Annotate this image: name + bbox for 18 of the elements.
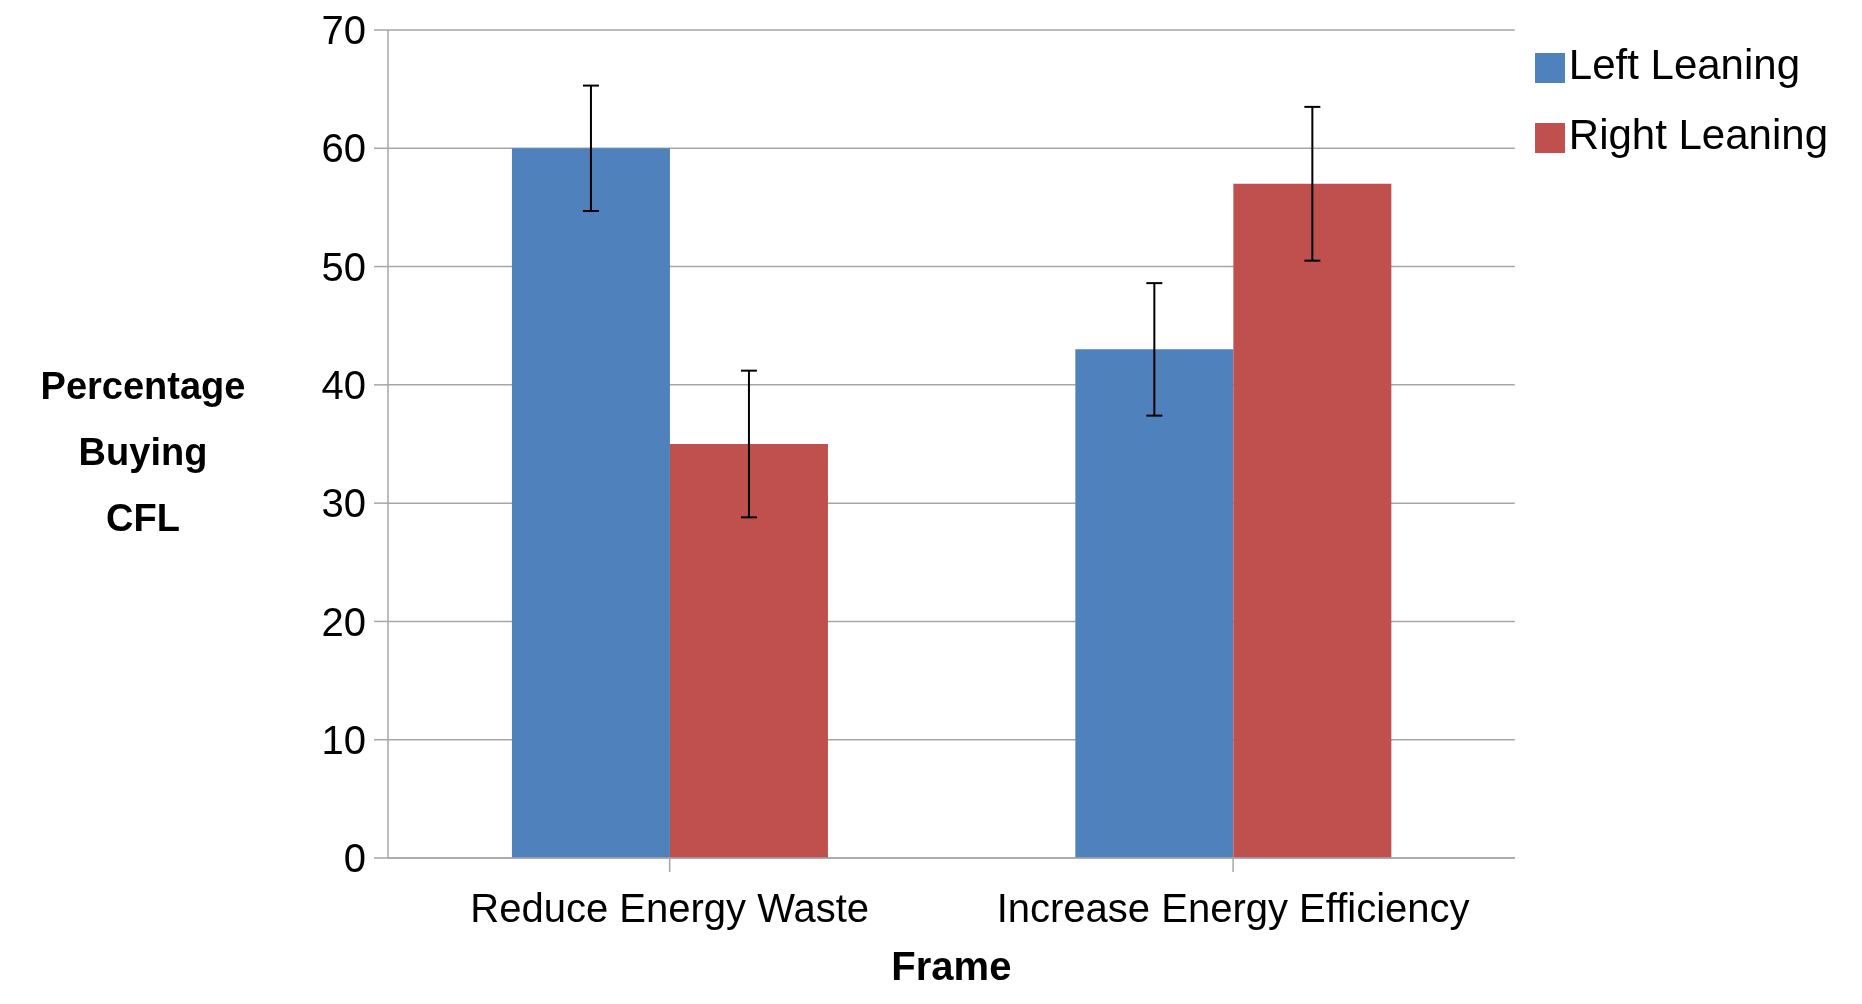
y-tick-label: 70 xyxy=(321,8,366,53)
y-axis-title: Percentage Buying CFL xyxy=(39,364,247,541)
y-tick-label: 0 xyxy=(343,836,366,881)
bar xyxy=(669,444,828,858)
x-axis-title: Frame xyxy=(891,944,1012,988)
bar xyxy=(1233,183,1392,858)
y-tick-label: 50 xyxy=(321,244,366,289)
y-tick-label: 30 xyxy=(321,481,366,526)
x-tick-label: Reduce Energy Waste xyxy=(470,886,870,931)
x-tick-label: Increase Energy Efficiency xyxy=(996,886,1470,931)
bar xyxy=(1075,349,1234,858)
y-tick-label: 40 xyxy=(321,363,366,408)
bar xyxy=(511,148,670,858)
legend-label: Left Leaning xyxy=(1568,41,1801,88)
y-tick-label: 10 xyxy=(321,717,366,762)
legend-label: Right Leaning xyxy=(1568,111,1828,158)
y-tick-label: 60 xyxy=(321,126,366,171)
y-tick-label: 20 xyxy=(321,599,366,644)
